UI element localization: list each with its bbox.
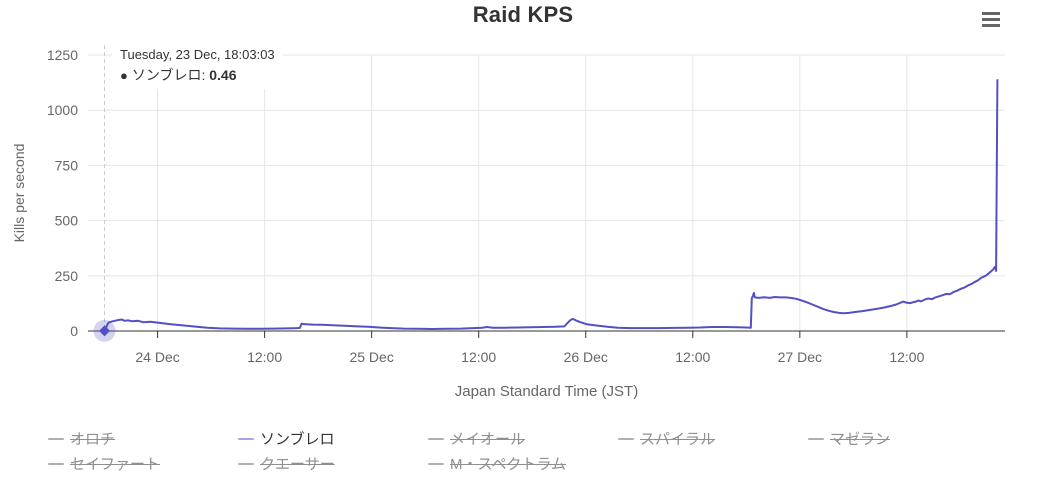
legend-label: ソンブレロ — [260, 431, 335, 448]
chart-title: Raid KPS — [472, 2, 574, 27]
legend-line-icon — [238, 462, 254, 465]
svg-text:250: 250 — [55, 268, 79, 284]
legend-label: メイオール — [450, 431, 526, 448]
gridlines — [88, 54, 1005, 332]
legend-label: クエーサー — [260, 456, 335, 473]
legend-item-マゼラン[interactable]: マゼラン — [808, 428, 998, 449]
legend-item-メイオール[interactable]: メイオール — [428, 428, 618, 449]
legend-item-M・スペクトラム[interactable]: M・スペクトラム — [428, 453, 618, 474]
legend: オロチ ソンブレロ メイオール スパイラル マゼランセイファート クエーサー M・スペクトラ… — [48, 426, 1028, 476]
legend-label: セイファート — [70, 456, 161, 473]
y-axis: 0 250 500 750 1000 1250 Kills per second — [11, 47, 78, 339]
legend-line-icon — [428, 437, 444, 440]
svg-text:1250: 1250 — [47, 47, 78, 63]
svg-text:1000: 1000 — [47, 102, 78, 118]
legend-item-スパイラル[interactable]: スパイラル — [618, 428, 808, 449]
svg-text:25 Dec: 25 Dec — [349, 349, 393, 365]
legend-label: オロチ — [70, 431, 116, 448]
context-menu-button[interactable] — [979, 8, 1003, 30]
svg-text:500: 500 — [55, 213, 79, 229]
legend-label: マゼラン — [830, 431, 891, 448]
legend-item-クエーサー[interactable]: クエーサー — [238, 453, 428, 474]
legend-label: スパイラル — [640, 431, 716, 448]
svg-text:26 Dec: 26 Dec — [564, 349, 608, 365]
legend-item-オロチ[interactable]: オロチ — [48, 428, 238, 449]
legend-line-icon — [48, 437, 64, 440]
legend-item-セイファート[interactable]: セイファート — [48, 453, 238, 474]
y-axis-title: Kills per second — [11, 144, 27, 243]
svg-text:12:00: 12:00 — [889, 349, 924, 365]
legend-line-icon — [428, 462, 444, 465]
svg-text:0: 0 — [70, 323, 78, 339]
legend-item-ソンブレロ[interactable]: ソンブレロ — [238, 428, 428, 449]
svg-text:24 Dec: 24 Dec — [135, 349, 179, 365]
svg-text:750: 750 — [55, 157, 79, 173]
legend-row: セイファート クエーサー M・スペクトラム — [48, 451, 1028, 476]
legend-line-icon — [238, 437, 254, 440]
legend-line-icon — [618, 437, 634, 440]
x-axis: 24 Dec 12:00 25 Dec 12:00 26 Dec 12:00 27 Dec 1… — [88, 330, 1005, 400]
svg-text:12:00: 12:00 — [247, 349, 282, 365]
x-axis-title: Japan Standard Time (JST) — [455, 383, 638, 400]
legend-label: M・スペクトラム — [450, 456, 566, 473]
legend-row: オロチ ソンブレロ メイオール スパイラル マゼラン — [48, 426, 1028, 451]
legend-line-icon — [48, 462, 64, 465]
svg-text:27 Dec: 27 Dec — [778, 349, 822, 365]
plot-area[interactable]: 0 250 500 750 1000 1250 Kills per second 24 Dec… — [0, 0, 1046, 420]
svg-text:12:00: 12:00 — [461, 349, 496, 365]
hover-marker — [93, 319, 116, 342]
series-line-ソンブレロ[interactable] — [103, 79, 999, 332]
legend-line-icon — [808, 437, 824, 440]
svg-text:12:00: 12:00 — [675, 349, 710, 365]
